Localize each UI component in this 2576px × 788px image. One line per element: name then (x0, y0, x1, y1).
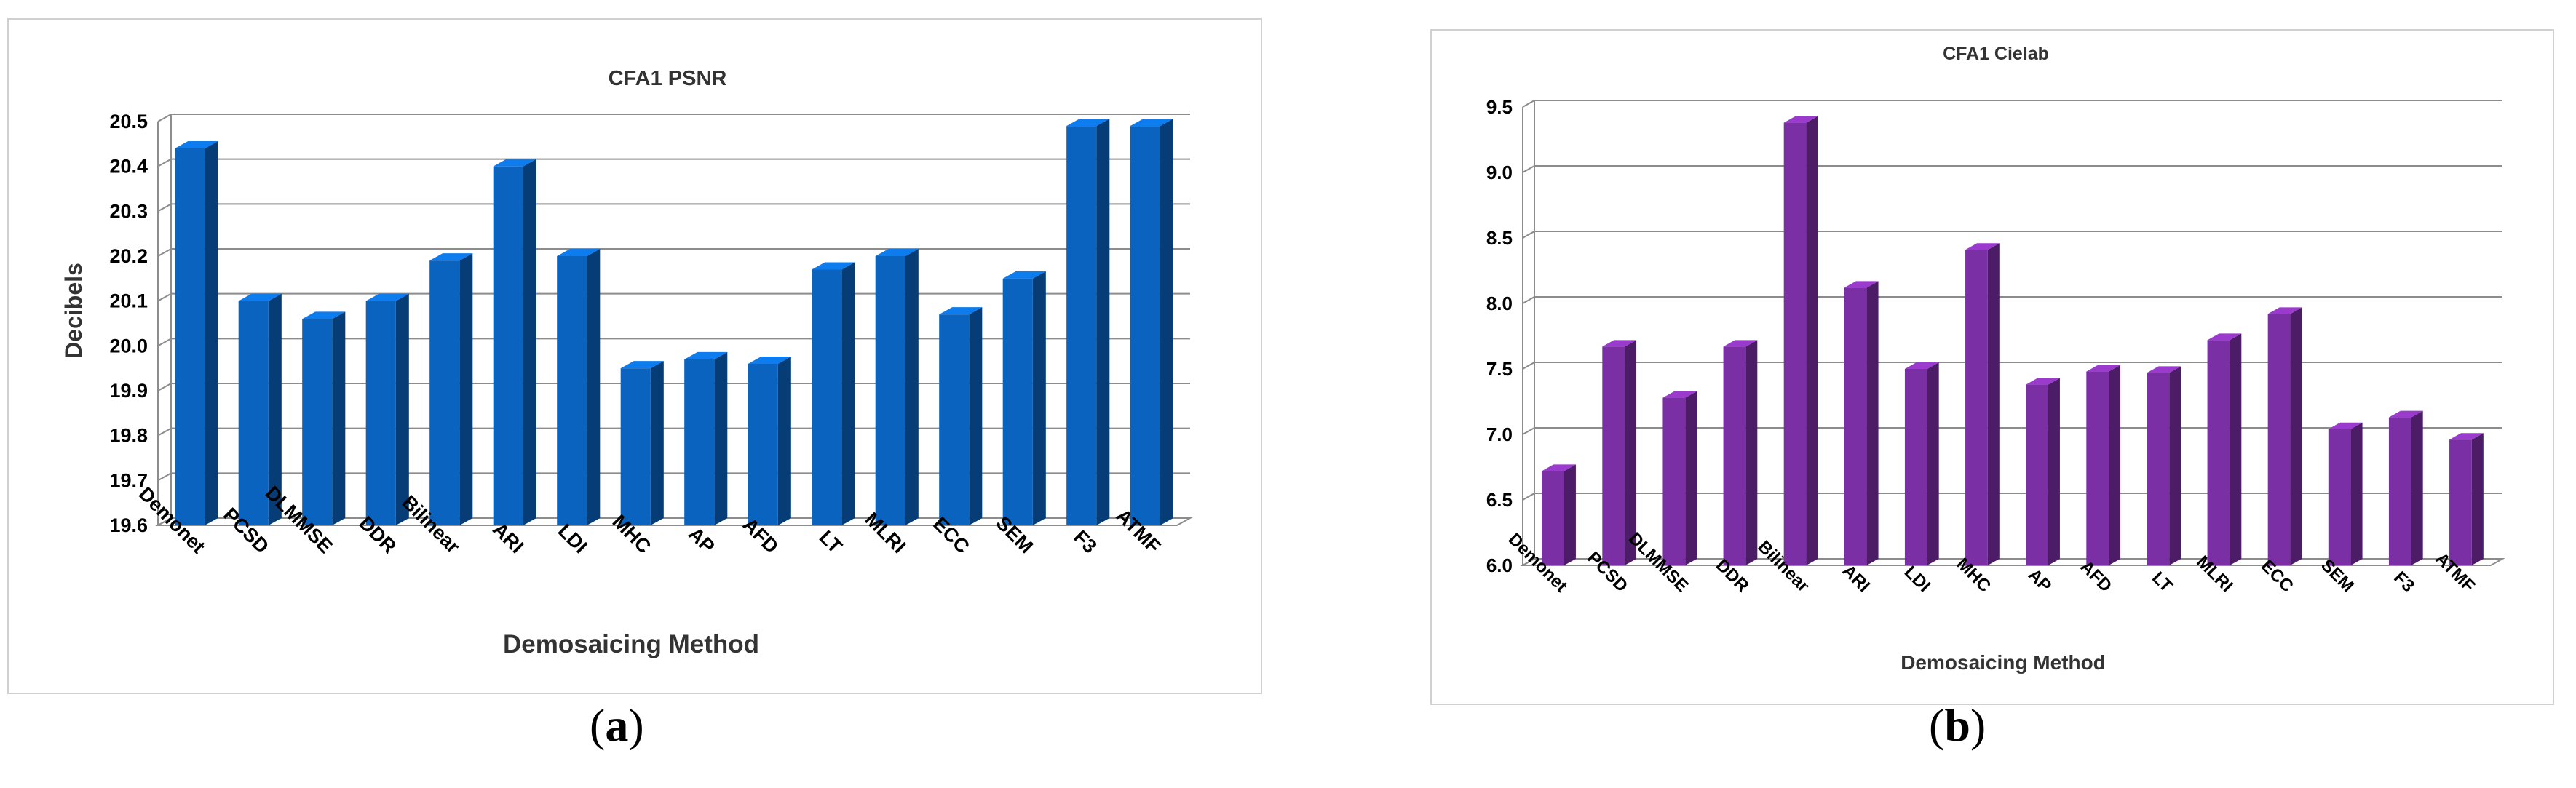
gridline-side (157, 158, 172, 167)
y-tick-label: 19.9 (109, 380, 148, 402)
y-tick-label: 20.4 (109, 156, 148, 178)
y-tick-label: 20.5 (109, 111, 148, 132)
gridline-side (1522, 493, 1535, 501)
bar (2267, 307, 2302, 565)
y-tick-label: 19.7 (109, 469, 148, 491)
gridline-side (157, 472, 172, 482)
bar (1662, 391, 1697, 565)
bar (2147, 366, 2181, 565)
bar (1844, 281, 1879, 565)
bar (302, 311, 346, 525)
bar (620, 361, 664, 525)
gridline-side (1522, 427, 1535, 435)
gridline-side (157, 383, 172, 391)
chart-title: CFA1 Cielab (1943, 44, 2049, 64)
bar (939, 307, 983, 525)
gridline-side (1522, 231, 1535, 239)
y-tick-label: 20.1 (109, 290, 148, 312)
bar (1723, 340, 1758, 565)
bar (1066, 119, 1110, 525)
bar (2328, 422, 2363, 565)
bar (2086, 365, 2121, 565)
x-tick-label: AP (2024, 565, 2056, 597)
y-tick-label: 9.0 (1486, 162, 1513, 183)
bar (1130, 119, 1173, 525)
bar (1965, 243, 2000, 565)
bar (365, 293, 409, 525)
gridline-side (1522, 100, 1535, 108)
x-tick-label: ARI (1839, 561, 1874, 596)
bar (1602, 340, 1637, 565)
gridline-side (157, 292, 172, 302)
gridline-side (157, 203, 172, 212)
y-tick-label: 7.5 (1486, 358, 1513, 380)
caption-a: (a) (590, 699, 644, 751)
y-tick-label: 8.5 (1486, 227, 1513, 249)
chart-panel-psnr: 19.6 19.7 19.8 19.9 20.0 20.1 20.2 20.3 20.4 20.5… (7, 18, 1262, 694)
gridline-side (157, 248, 172, 257)
bar (1904, 362, 1939, 565)
y-tick-label: 9.5 (1486, 96, 1513, 118)
chart-title: CFA1 PSNR (609, 67, 727, 90)
bar (1542, 464, 1576, 565)
x-tick-label: LDI (1901, 562, 1934, 596)
x-axis-title: Demosaicing Method (503, 630, 759, 658)
bar (1002, 271, 1046, 525)
bar (2388, 410, 2423, 565)
x-tick-label: AP (684, 523, 719, 558)
bar (748, 357, 791, 525)
y-tick-label: 20.2 (109, 245, 148, 267)
bar (2449, 433, 2484, 565)
gridline-side (1522, 165, 1535, 173)
y-tick-label: 8.0 (1486, 292, 1513, 314)
y-axis-title: Decibels (60, 263, 87, 359)
bar (493, 159, 536, 525)
bar (812, 262, 855, 525)
y-tick-label: 6.5 (1486, 489, 1513, 511)
bar (175, 141, 218, 525)
bar (429, 253, 473, 525)
x-tick-label: LT (2148, 568, 2176, 597)
chart-panel-cielab: 6.0 6.5 7.0 7.5 8.0 8.5 9.0 9.5 Demonet PCSD DLMMS… (1430, 29, 2554, 705)
gridline-side (157, 427, 172, 437)
gridline-side (1522, 296, 1535, 304)
gridline-side (157, 114, 172, 122)
y-tick-label: 20.3 (109, 200, 148, 222)
gridline-side (1522, 362, 1535, 370)
y-tick-label: 19.8 (109, 425, 148, 447)
bar (1783, 116, 1818, 566)
y-tick-label: 6.0 (1486, 554, 1513, 576)
gridline-side (157, 338, 172, 347)
bar (2207, 333, 2242, 565)
x-axis-title: Demosaicing Method (1901, 651, 2106, 674)
bar (875, 249, 919, 525)
bar (238, 293, 282, 525)
x-tick-label: F3 (1069, 526, 1101, 557)
y-tick-label: 19.6 (109, 514, 148, 536)
bar (2026, 378, 2060, 565)
y-tick-label: 7.0 (1486, 423, 1513, 445)
x-tick-label: LT (815, 526, 847, 557)
bar (684, 351, 728, 525)
bar (557, 249, 601, 525)
x-tick-label: F3 (2390, 568, 2418, 596)
y-tick-label: 20.0 (109, 335, 148, 357)
chart-psnr: 19.6 19.7 19.8 19.9 20.0 20.1 20.2 20.3 20.4 20.5… (60, 67, 1193, 658)
caption-b: (b) (1929, 699, 1986, 751)
